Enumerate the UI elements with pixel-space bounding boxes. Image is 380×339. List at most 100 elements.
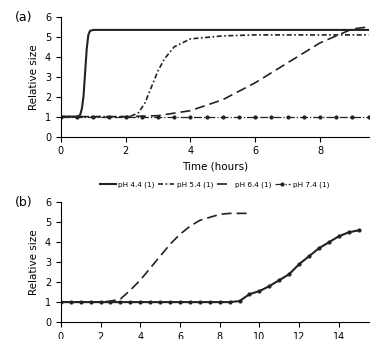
pH 6.4 (2) [68,300,73,304]
pH 6.4 (1) [156,114,160,118]
pH 6.4 (1) [88,300,93,304]
Line: pH 5.4 (1): pH 5.4 (1) [61,35,369,117]
pH 7.4 (1) [75,115,79,119]
pH 5.4 (1) [162,57,167,61]
pH 4.4 (1) [71,115,76,119]
pH 6.4 (2) [148,300,152,304]
pH 4.4 (1) [59,115,63,119]
pH 6.4 (1) [118,297,123,301]
pH 7.4 (1) [350,115,355,119]
pH 6.4 (1) [237,211,242,215]
pH 5.4 (1) [366,33,371,37]
pH 4.4 (1) [91,28,95,32]
pH 6.4 (1) [198,218,202,222]
pH 7.4 (1) [91,115,95,119]
pH 6.4 (2) [287,272,291,276]
pH 5.4 (1) [253,33,258,37]
pH 6.4 (1) [158,254,162,258]
pH 7.4 (1) [204,115,209,119]
pH 5.4 (1) [156,69,160,73]
pH 6.4 (2) [88,300,93,304]
pH 5.4 (1) [107,115,112,119]
pH 6.4 (2) [277,278,282,282]
pH 4.4 (1) [124,28,128,32]
pH 6.4 (1) [247,211,252,215]
pH 4.4 (1) [79,107,84,111]
pH 4.4 (1) [107,28,112,32]
pH 6.4 (2) [158,300,162,304]
pH 7.4 (1) [237,115,241,119]
pH 6.4 (2) [356,228,361,232]
pH 4.4 (1) [76,114,81,118]
Y-axis label: Relative size: Relative size [29,44,39,109]
pH 4.4 (1) [88,29,92,33]
pH 6.4 (2) [207,300,212,304]
pH 6.4 (1) [188,224,192,228]
pH 6.4 (1) [220,98,225,102]
pH 7.4 (1) [188,115,193,119]
Text: (a): (a) [15,11,32,24]
pH 4.4 (1) [366,28,371,32]
pH 7.4 (1) [59,115,63,119]
pH 6.4 (2) [59,300,63,304]
pH 6.4 (1) [59,115,63,119]
pH 7.4 (1) [220,115,225,119]
pH 6.4 (2) [168,300,172,304]
pH 6.4 (1) [227,211,232,215]
pH 7.4 (1) [334,115,339,119]
pH 6.4 (1) [124,115,128,119]
pH 6.4 (2) [347,230,351,234]
pH 6.4 (2) [108,300,113,304]
pH 5.4 (1) [59,115,63,119]
Text: (b): (b) [15,196,32,210]
pH 5.4 (1) [149,85,154,89]
pH 4.4 (1) [78,113,82,117]
pH 6.4 (2) [188,300,192,304]
pH 6.4 (1) [207,215,212,219]
Line: pH 7.4 (1): pH 7.4 (1) [59,115,370,118]
pH 6.4 (1) [188,108,193,113]
pH 7.4 (1) [366,115,371,119]
pH 4.4 (1) [84,47,89,51]
pH 7.4 (1) [318,115,322,119]
pH 6.4 (1) [148,266,152,270]
Line: pH 6.4 (1): pH 6.4 (1) [61,27,369,117]
pH 6.4 (2) [118,300,123,304]
pH 4.4 (1) [83,71,87,75]
pH 6.4 (2) [326,240,331,244]
pH 7.4 (1) [269,115,274,119]
pH 7.4 (1) [124,115,128,119]
pH 5.4 (1) [143,101,147,105]
pH 6.4 (1) [68,300,73,304]
pH 6.4 (2) [237,299,242,303]
pH 7.4 (1) [139,115,144,119]
pH 7.4 (1) [107,115,112,119]
pH 5.4 (1) [75,115,79,119]
pH 6.4 (1) [350,27,355,31]
pH 6.4 (1) [168,242,172,246]
pH 6.4 (1) [366,25,371,29]
pH 6.4 (1) [178,232,182,236]
pH 7.4 (1) [253,115,258,119]
pH 5.4 (1) [130,114,135,118]
Legend: pH 4.4 (1), pH 5.4 (1), pH 6.4 (1), pH 7.4 (1): pH 4.4 (1), pH 5.4 (1), pH 6.4 (1), pH 7… [98,179,332,191]
pH 6.4 (2) [247,292,252,296]
pH 6.4 (2) [78,300,83,304]
pH 6.4 (2) [267,284,272,288]
pH 5.4 (1) [318,33,322,37]
pH 6.4 (2) [217,300,222,304]
pH 6.4 (1) [91,115,95,119]
pH 5.4 (1) [220,34,225,38]
pH 6.4 (1) [217,212,222,216]
pH 6.4 (2) [138,300,142,304]
pH 6.4 (2) [198,300,202,304]
pH 4.4 (1) [81,95,86,99]
pH 6.4 (1) [59,300,63,304]
pH 6.4 (1) [128,288,133,292]
pH 6.4 (1) [108,299,113,303]
pH 6.4 (2) [297,262,301,266]
pH 6.4 (2) [98,300,103,304]
pH 6.4 (2) [178,300,182,304]
pH 7.4 (1) [301,115,306,119]
pH 4.4 (1) [97,28,102,32]
